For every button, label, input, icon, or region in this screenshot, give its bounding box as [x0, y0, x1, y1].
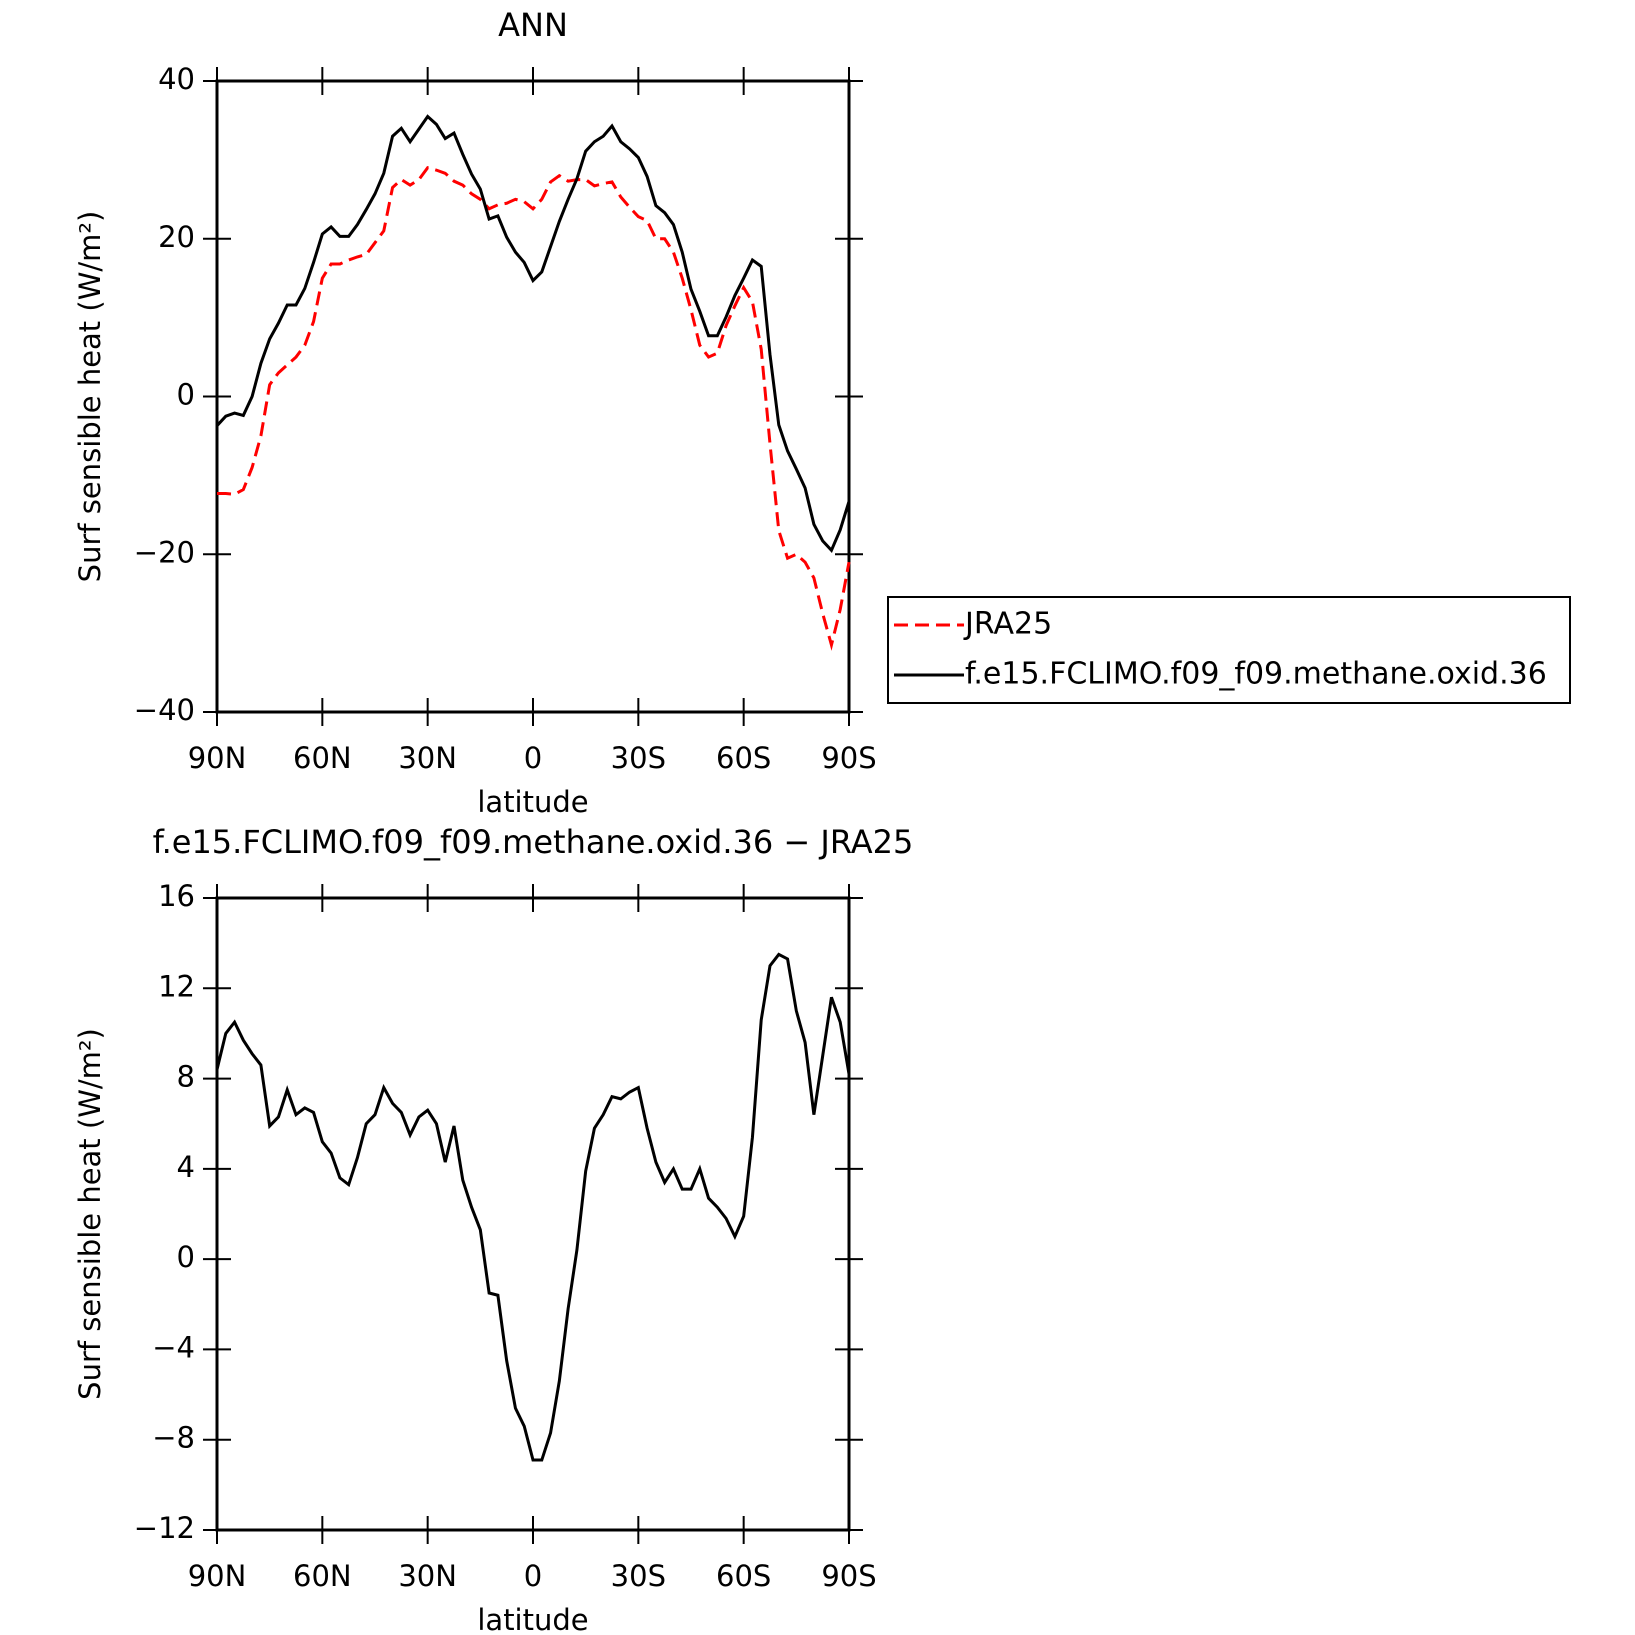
y-tick-label: −40: [134, 693, 195, 727]
x-tick-label: 60S: [716, 1559, 771, 1593]
x-tick-label: 90S: [821, 741, 876, 775]
x-tick-label: 30N: [398, 1559, 457, 1593]
legend-label: f.e15.FCLIMO.f09_f09.methane.oxid.36: [965, 657, 1547, 692]
data-line: [217, 166, 851, 651]
legend-label: JRA25: [963, 607, 1052, 642]
x-tick-label: 90S: [821, 1559, 876, 1593]
x-tick-label: 0: [524, 1559, 542, 1593]
x-axis-label: latitude: [477, 1603, 588, 1635]
data-line: [215, 114, 851, 554]
y-tick-label: −4: [152, 1330, 195, 1364]
chart-title: f.e15.FCLIMO.f09_f09.methane.oxid.36 − J…: [153, 823, 914, 861]
x-tick-label: 90N: [188, 741, 247, 775]
x-tick-label: 60N: [293, 741, 352, 775]
legend-box: [887, 596, 1571, 704]
x-tick-label: 60N: [293, 1559, 352, 1593]
y-tick-label: 20: [158, 220, 195, 254]
y-tick-label: 8: [177, 1060, 195, 1094]
y-tick-label: 12: [158, 969, 195, 1003]
y-axis-label: Surf sensible heat (W/m²): [73, 211, 107, 583]
y-tick-label: 16: [158, 879, 195, 913]
data-line: [215, 952, 851, 1462]
y-tick-label: −20: [134, 535, 195, 569]
y-tick-label: −8: [152, 1421, 195, 1455]
y-tick-label: 0: [177, 1240, 195, 1274]
x-tick-label: 30S: [611, 741, 666, 775]
y-axis-label: Surf sensible heat (W/m²): [73, 1028, 107, 1400]
x-tick-label: 90N: [188, 1559, 247, 1593]
x-tick-label: 30N: [398, 741, 457, 775]
plot-frame: [215, 896, 851, 1532]
chart-title: ANN: [498, 6, 568, 44]
plot-frame: [215, 79, 851, 714]
x-tick-label: 30S: [611, 1559, 666, 1593]
y-tick-label: 4: [177, 1150, 195, 1184]
y-tick-label: −12: [134, 1511, 195, 1545]
y-tick-label: 40: [158, 62, 195, 96]
x-tick-label: 60S: [716, 741, 771, 775]
x-tick-label: 0: [524, 741, 542, 775]
x-axis-label: latitude: [477, 785, 588, 819]
y-tick-label: 0: [177, 378, 195, 412]
